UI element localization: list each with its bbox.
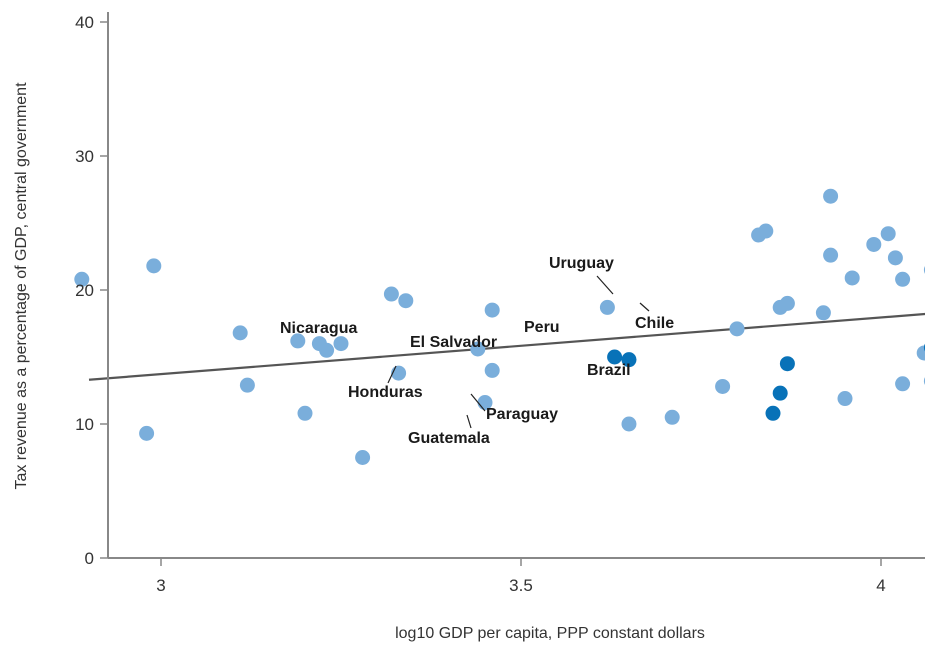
data-point bbox=[621, 416, 637, 432]
data-point bbox=[290, 333, 306, 349]
data-point bbox=[398, 293, 414, 309]
data-point bbox=[895, 376, 911, 392]
data-point bbox=[391, 365, 407, 381]
data-point bbox=[844, 270, 860, 286]
leader-line-guatemala bbox=[466, 414, 472, 429]
data-point bbox=[880, 226, 896, 242]
data-point bbox=[232, 325, 248, 341]
data-point bbox=[470, 341, 486, 357]
y-tick-label: 40 bbox=[75, 13, 94, 32]
point-label-nicaragua: Nicaragua bbox=[280, 320, 357, 337]
y-tick-label: 0 bbox=[85, 549, 94, 568]
data-point bbox=[146, 258, 162, 274]
data-point bbox=[729, 321, 745, 337]
data-point bbox=[866, 236, 882, 252]
leader-line-honduras bbox=[387, 365, 397, 384]
data-point bbox=[484, 362, 500, 378]
data-point bbox=[74, 271, 90, 287]
data-point bbox=[484, 302, 500, 318]
data-point bbox=[895, 271, 911, 287]
x-tick-label: 4 bbox=[876, 576, 885, 595]
point-label-paraguay: Paraguay bbox=[486, 406, 558, 423]
x-tick-label: 3 bbox=[156, 576, 165, 595]
y-tick-label: 20 bbox=[75, 281, 94, 300]
y-tick-label: 10 bbox=[75, 415, 94, 434]
highlight-point bbox=[765, 405, 781, 421]
highlight-point bbox=[772, 385, 788, 401]
highlight-point bbox=[607, 349, 623, 365]
leader-line-chile bbox=[639, 302, 650, 312]
data-point bbox=[239, 377, 255, 393]
data-point bbox=[664, 409, 680, 425]
data-point bbox=[333, 336, 349, 352]
trend-line bbox=[88, 312, 925, 381]
data-point bbox=[837, 391, 853, 407]
data-point bbox=[599, 299, 615, 315]
data-point bbox=[715, 378, 731, 394]
point-label-brazil: Brazil bbox=[587, 362, 631, 379]
data-point bbox=[383, 286, 399, 302]
data-point bbox=[887, 250, 903, 266]
y-axis-title: Tax revenue as a percentage of GDP, cent… bbox=[13, 82, 30, 490]
data-point bbox=[319, 342, 335, 358]
point-label-peru: Peru bbox=[524, 319, 560, 336]
highlight-point bbox=[779, 356, 795, 372]
point-label-chile: Chile bbox=[635, 315, 674, 332]
data-point bbox=[355, 450, 371, 465]
data-point bbox=[139, 425, 155, 441]
data-point bbox=[758, 223, 774, 239]
x-tick-label: 3.5 bbox=[509, 576, 533, 595]
data-point bbox=[297, 405, 313, 421]
data-point bbox=[823, 247, 839, 263]
point-label-el-salvador: El Salvador bbox=[410, 334, 497, 351]
data-point bbox=[815, 305, 831, 321]
point-label-uruguay: Uruguay bbox=[549, 255, 614, 272]
y-tick-label: 30 bbox=[75, 147, 94, 166]
x-axis-title: log10 GDP per capita, PPP constant dolla… bbox=[395, 625, 705, 642]
highlight-point bbox=[621, 352, 637, 368]
point-label-honduras: Honduras bbox=[348, 384, 423, 401]
leader-line-uruguay bbox=[596, 275, 614, 295]
data-point bbox=[823, 188, 839, 204]
leader-line-paraguay bbox=[470, 393, 486, 412]
point-label-guatemala: Guatemala bbox=[408, 430, 490, 447]
data-point bbox=[779, 295, 795, 311]
data-point bbox=[916, 345, 925, 361]
